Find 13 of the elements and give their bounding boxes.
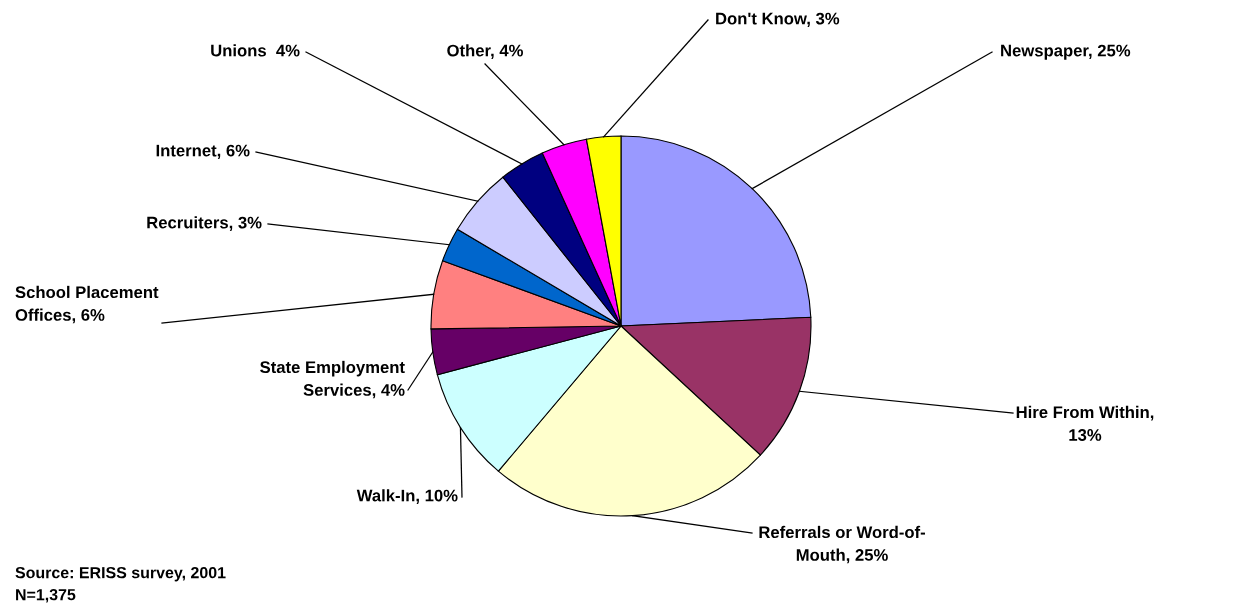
slice-label: Recruiters, 3% xyxy=(147,216,262,231)
slice-label: Walk-In, 10% xyxy=(356,489,458,504)
slice-label: School Placement Offices, 6% xyxy=(15,285,159,324)
slice-label: Other, 4% xyxy=(447,44,523,59)
slice-label: Newspaper, 25% xyxy=(1001,44,1131,60)
source-note: Source: ERISS survey, 2001 xyxy=(15,566,226,582)
text: N=1,375 xyxy=(16,588,76,603)
slice-label: Unions 4% xyxy=(211,44,300,57)
slice-label: Referrals or Word-of- Mouth, 25% xyxy=(759,525,925,564)
slice-label: State Employment Services, 4% xyxy=(260,360,405,399)
slice-label: Internet, 6% xyxy=(156,144,250,159)
slice-label: Hire From Within, 13% xyxy=(1016,405,1154,441)
slice-label: Don't Know, 3% xyxy=(716,12,840,27)
